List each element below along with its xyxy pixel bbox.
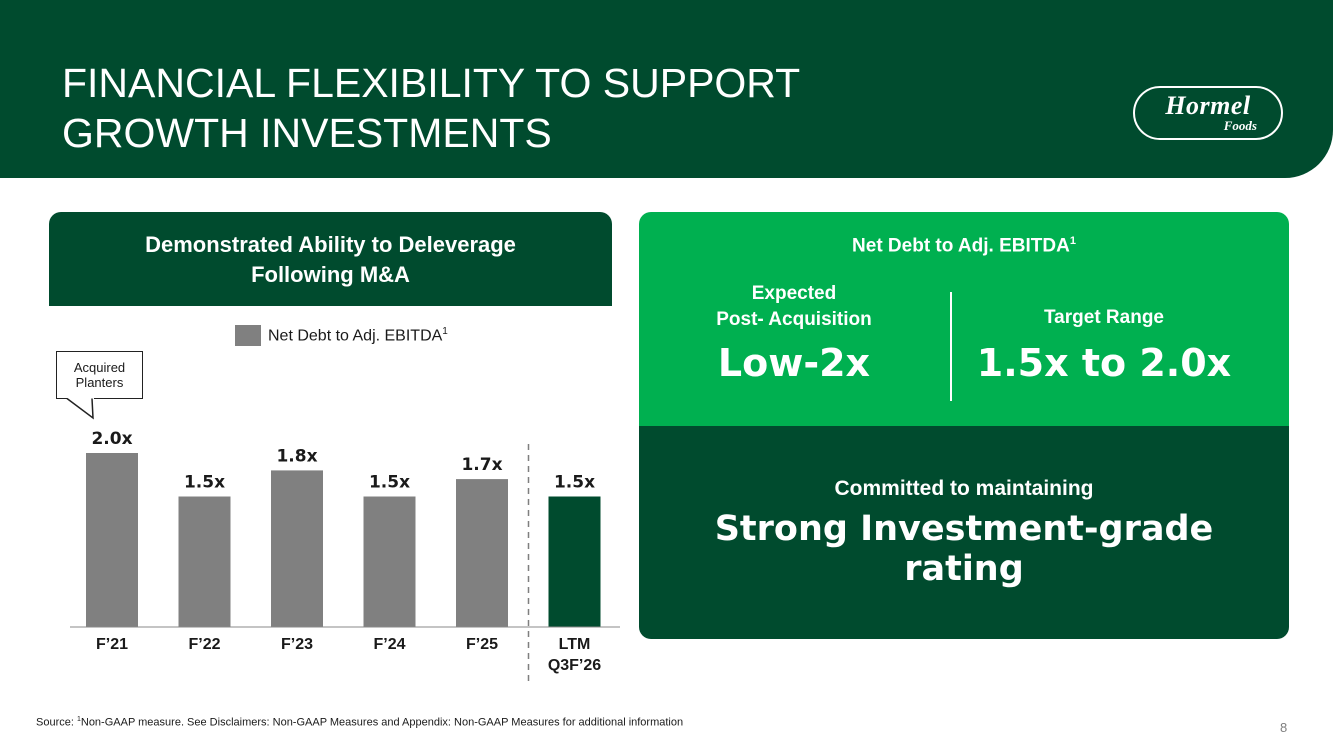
x-tick-label-2: F’22 (188, 636, 220, 653)
page-title: FINANCIAL FLEXIBILITY TO SUPPORT GROWTH … (62, 58, 800, 158)
page-number: 8 (1280, 720, 1288, 735)
right-panel-title-text: Net Debt to Adj. EBITDA (852, 235, 1070, 257)
right-panel-title-footnote: 1 (1069, 235, 1076, 247)
bar-1 (86, 453, 138, 627)
column-divider (950, 292, 952, 401)
source-text: Non-GAAP measure. See Disclaimers: Non-G… (80, 716, 684, 729)
headline-line2: rating (904, 549, 1024, 589)
target-range-label-text: Target Range (1043, 307, 1164, 328)
net-debt-target-panel: Net Debt to Adj. EBITDA1 Expected Post- … (639, 212, 1289, 426)
source-footnote-marker: 1 (76, 716, 81, 723)
page-title-line2: GROWTH INVESTMENTS (62, 110, 552, 156)
bar-3 (271, 470, 323, 627)
bar-5 (456, 479, 508, 627)
expected-label-line1: Expected (751, 283, 837, 304)
logo-sub-text: Foods (1223, 118, 1257, 133)
legend-label: Net Debt to Adj. EBITDA1 (268, 326, 448, 345)
committed-subtitle: Committed to maintaining (834, 477, 1094, 500)
investment-grade-panel: Committed to maintaining Strong Investme… (639, 426, 1289, 639)
callout-line2: Planters (75, 375, 124, 390)
source-footnote: Source: 1Non-GAAP measure. See Disclaime… (36, 716, 683, 729)
investment-grade-headline: Strong Investment-grade rating (639, 509, 1289, 589)
hormel-foods-logo: Hormel Foods (1133, 86, 1283, 140)
x-tick-label-1: F’21 (96, 636, 128, 653)
left-panel-title: Demonstrated Ability to Deleverage Follo… (49, 212, 612, 306)
expected-value: Low-2x (717, 341, 871, 385)
bar-data-label-2: 1.5x (184, 473, 225, 493)
expected-post-acquisition-label: Expected Post- Acquisition (679, 281, 909, 333)
page-title-line1: FINANCIAL FLEXIBILITY TO SUPPORT (62, 60, 801, 106)
x-tick-label-6-line2: Q3F’26 (548, 657, 601, 674)
bar-data-label-1: 2.0x (91, 429, 132, 449)
legend-swatch (235, 325, 261, 346)
legend-label-text: Net Debt to Adj. EBITDA (268, 327, 443, 345)
bar-6 (548, 496, 601, 627)
right-panel-title: Net Debt to Adj. EBITDA1 (639, 235, 1289, 257)
logo-main-text: Hormel (1165, 91, 1251, 120)
left-panel-title-line2: Following M&A (251, 262, 410, 287)
target-range-value: 1.5x to 2.0x (976, 341, 1232, 385)
bar-4 (363, 496, 416, 627)
header-banner: FINANCIAL FLEXIBILITY TO SUPPORT GROWTH … (0, 0, 1333, 178)
bar-data-label-5: 1.7x (461, 455, 502, 475)
source-prefix: Source: (36, 716, 77, 729)
bar-data-label-3: 1.8x (276, 446, 317, 466)
bar-data-label-6: 1.5x (554, 473, 595, 493)
x-tick-label-5: F’25 (466, 636, 498, 653)
bar-2 (178, 496, 231, 627)
headline-line1: Strong Investment-grade (714, 509, 1214, 549)
x-tick-label-3: F’23 (281, 636, 313, 653)
x-tick-label-6-line1: LTM (559, 636, 591, 653)
callout-line1: Acquired (73, 360, 126, 375)
expected-label-line2: Post- Acquisition (716, 309, 872, 330)
legend-footnote: 1 (442, 326, 448, 337)
net-debt-bar-chart: 2.0x F’21 1.5x F’22 1.8x F’23 1.5x F’24 1.7x F’25… (70, 429, 620, 685)
acquired-planters-callout: Acquired Planters (56, 351, 143, 399)
left-panel-title-line1: Demonstrated Ability to Deleverage (145, 232, 516, 257)
x-tick-label-4: F’24 (373, 636, 405, 653)
callout-tail (66, 398, 94, 420)
target-range-label: Target Range (969, 305, 1239, 331)
bar-data-label-4: 1.5x (369, 473, 410, 493)
